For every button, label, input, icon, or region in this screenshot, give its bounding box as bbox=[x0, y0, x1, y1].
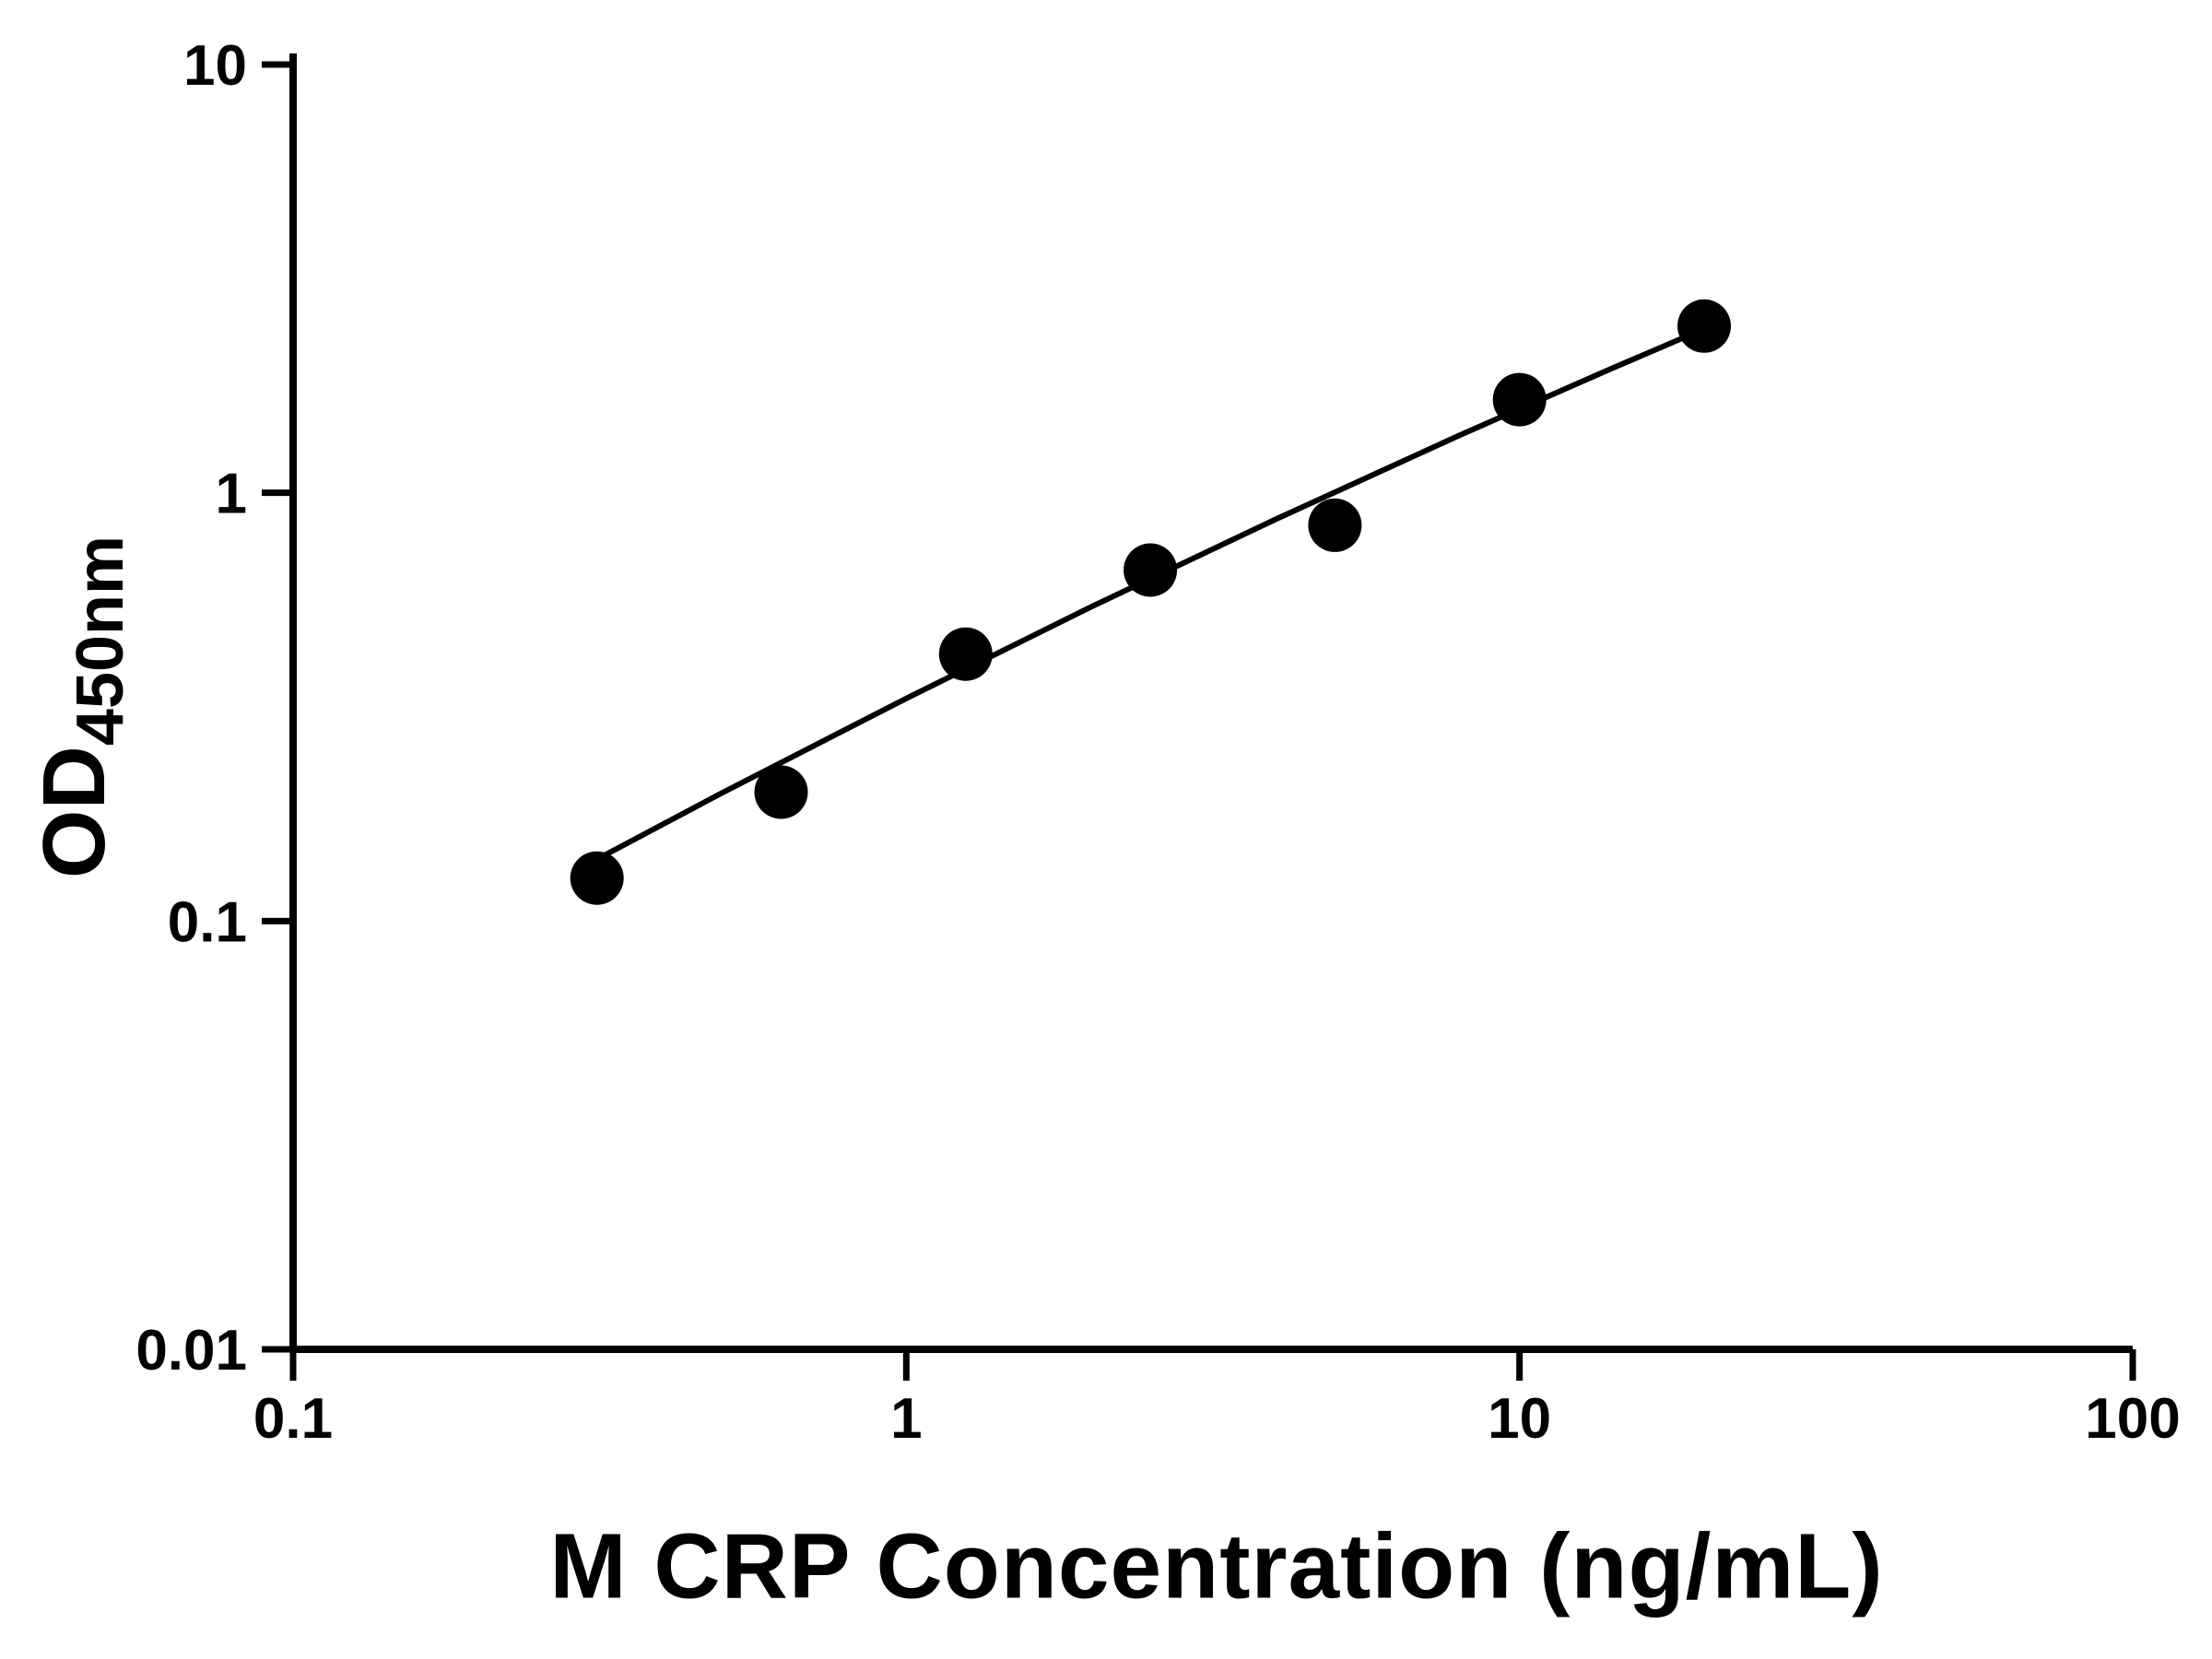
x-tick-label: 10 bbox=[1488, 1387, 1551, 1451]
data-point bbox=[938, 627, 993, 681]
data-point bbox=[1308, 498, 1362, 552]
y-tick-label: 1 bbox=[216, 463, 247, 526]
x-tick-label: 1 bbox=[890, 1387, 922, 1451]
y-tick-label: 0.01 bbox=[135, 1319, 247, 1382]
trend-line bbox=[582, 323, 1714, 868]
y-axis-title: OD450nm bbox=[24, 535, 138, 878]
data-point bbox=[570, 851, 624, 905]
y-axis-title-sub: 450nm bbox=[64, 535, 137, 747]
data-point bbox=[754, 765, 808, 819]
y-tick-label: 0.1 bbox=[168, 890, 247, 954]
y-tick-label: 10 bbox=[183, 34, 247, 98]
y-axis-title-main: OD bbox=[25, 746, 124, 879]
x-tick-label: 100 bbox=[2085, 1387, 2180, 1451]
x-tick-label: 0.1 bbox=[253, 1387, 333, 1451]
x-axis-title: M CRP Concentration (ng/mL) bbox=[549, 1514, 1884, 1618]
data-point bbox=[1677, 299, 1731, 353]
data-point bbox=[1124, 543, 1178, 597]
data-point bbox=[1492, 372, 1547, 427]
